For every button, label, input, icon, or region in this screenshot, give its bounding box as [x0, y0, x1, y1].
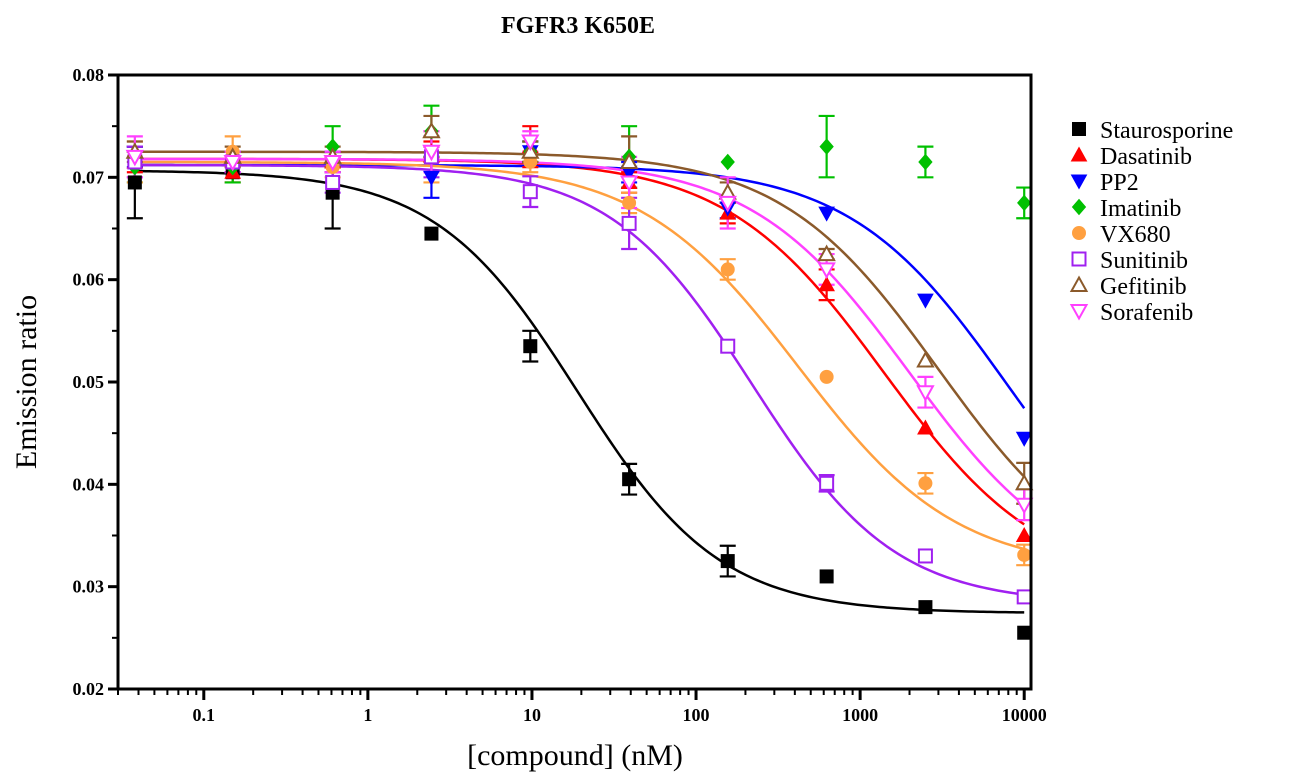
- data-point-staurosporine: [523, 339, 538, 354]
- legend-marker-sunitinib: [1071, 251, 1087, 267]
- data-point-dasatinib: [917, 419, 934, 435]
- legend-marker-gefitinib: [1069, 275, 1089, 292]
- legend: StaurosporineDasatinibPP2ImatinibVX680Su…: [1069, 118, 1233, 326]
- data-point-sorafenib: [223, 154, 242, 172]
- data-point-vx680: [720, 262, 735, 277]
- data-point-staurosporine: [1017, 625, 1032, 640]
- y-tick-label: 0.03: [73, 577, 105, 597]
- data-point-imatinib: [1017, 194, 1032, 212]
- legend-marker-imatinib: [1071, 198, 1087, 216]
- data-point-imatinib: [918, 153, 933, 171]
- fit-curve-dasatinib: [134, 157, 1025, 526]
- data-point-sorafenib: [125, 149, 145, 167]
- data-point-dasatinib: [818, 276, 835, 292]
- x-tick-label: 1: [363, 705, 372, 725]
- data-point-gefitinib: [916, 350, 935, 368]
- x-tick-label: 0.1: [193, 705, 216, 725]
- data-point-sunitinib: [819, 475, 835, 491]
- chart-title: FGFR3 K650E: [501, 13, 655, 39]
- data-point-vx680: [622, 195, 637, 210]
- data-point-sunitinib: [522, 184, 538, 200]
- data-points: [125, 121, 1034, 640]
- legend-label-imatinib: Imatinib: [1100, 196, 1181, 222]
- data-point-sorafenib: [619, 175, 639, 193]
- x-axis-title: [compound] (nM): [467, 739, 683, 772]
- fit-curve-gefitinib: [134, 150, 1026, 478]
- legend-marker-pp2: [1070, 174, 1088, 190]
- data-point-imatinib: [819, 138, 834, 155]
- legend-label-pp2: PP2: [1100, 170, 1139, 196]
- data-point-vx680: [1017, 547, 1032, 562]
- data-point-staurosporine: [819, 569, 834, 584]
- x-tick-label: 10000: [1002, 705, 1047, 725]
- data-point-staurosporine: [918, 600, 933, 615]
- data-point-gefitinib: [1015, 473, 1034, 491]
- data-point-sorafenib: [422, 144, 441, 162]
- x-tick-label: 100: [683, 705, 710, 725]
- legend-label-sorafenib: Sorafenib: [1100, 300, 1193, 326]
- data-point-vx680: [819, 369, 834, 384]
- data-point-staurosporine: [127, 175, 142, 190]
- legend-marker-sorafenib: [1069, 304, 1089, 321]
- data-point-sorafenib: [718, 195, 737, 213]
- y-tick-label: 0.08: [73, 65, 105, 85]
- data-point-sunitinib: [917, 548, 933, 564]
- data-point-sunitinib: [325, 174, 341, 190]
- data-point-gefitinib: [422, 121, 441, 139]
- data-point-sorafenib: [916, 385, 935, 402]
- fit-curve-sunitinib: [134, 163, 1025, 596]
- data-point-staurosporine: [622, 472, 637, 487]
- x-tick-label: 10: [523, 705, 541, 725]
- legend-label-staurosporine: Staurosporine: [1100, 118, 1233, 144]
- legend-marker-staurosporine: [1072, 122, 1086, 136]
- legend-label-gefitinib: Gefitinib: [1100, 274, 1187, 300]
- y-tick-label: 0.02: [73, 679, 105, 699]
- fit-curves: [134, 150, 1026, 614]
- y-tick-label: 0.06: [73, 270, 105, 290]
- x-tick-label: 1000: [842, 705, 878, 725]
- data-point-staurosporine: [720, 554, 735, 569]
- data-point-sorafenib: [817, 262, 836, 279]
- fit-curve-sorafenib: [134, 157, 1026, 507]
- legend-label-dasatinib: Dasatinib: [1100, 144, 1192, 170]
- y-tick-label: 0.07: [73, 167, 105, 187]
- data-point-pp2: [818, 206, 835, 222]
- y-tick-label: 0.05: [73, 372, 105, 392]
- data-point-gefitinib: [817, 244, 836, 262]
- data-point-pp2: [917, 293, 934, 309]
- data-point-gefitinib: [619, 152, 639, 169]
- data-point-vx680: [918, 476, 933, 491]
- data-point-sorafenib: [521, 134, 540, 152]
- data-point-sunitinib: [1016, 589, 1032, 605]
- data-point-imatinib: [720, 153, 735, 171]
- data-point-sorafenib: [1015, 497, 1034, 515]
- data-point-sunitinib: [720, 338, 736, 354]
- y-tick-label: 0.04: [73, 474, 105, 494]
- fit-curve-staurosporine: [134, 169, 1025, 614]
- data-point-staurosporine: [424, 226, 439, 241]
- legend-marker-dasatinib: [1070, 146, 1088, 162]
- legend-marker-vx680: [1072, 226, 1086, 240]
- data-point-sorafenib: [323, 154, 342, 172]
- data-point-dasatinib: [1015, 526, 1033, 542]
- axes: 0.02 0.03 0.04 0.05 0.06 0.07 0.08 0.1 1 10 100 100…: [73, 65, 1047, 725]
- data-point-sunitinib: [621, 215, 637, 231]
- legend-label-vx680: VX680: [1100, 222, 1171, 248]
- fit-curve-vx680: [134, 160, 1025, 551]
- legend-label-sunitinib: Sunitinib: [1100, 248, 1188, 274]
- data-point-pp2: [423, 170, 440, 186]
- y-axis-title: Emission ratio: [10, 295, 43, 469]
- data-point-pp2: [1015, 431, 1033, 447]
